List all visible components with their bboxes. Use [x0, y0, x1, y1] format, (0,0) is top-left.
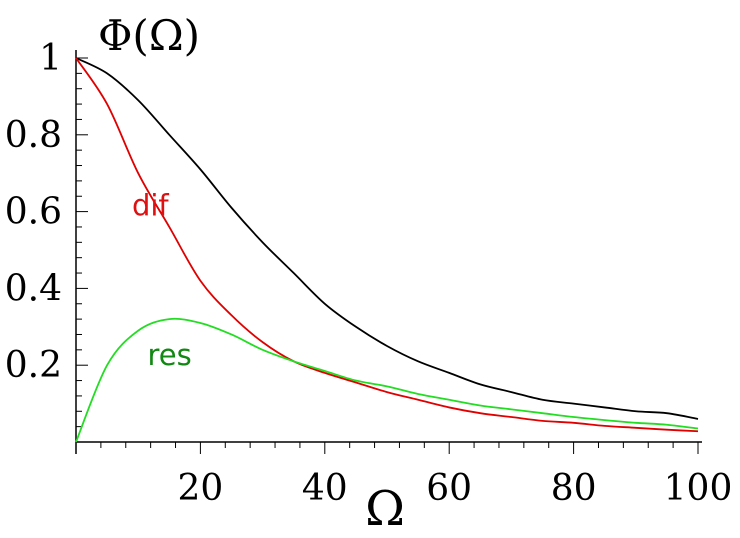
- y-axis-title: Φ(Ω): [98, 11, 200, 60]
- y-tick-label: 0.2: [5, 345, 62, 386]
- series-labels: dif res: [132, 188, 192, 372]
- x-axis-title: Ω: [365, 481, 405, 537]
- series-line-1: [75, 57, 699, 420]
- y-tick-label: 0.4: [5, 268, 62, 309]
- series-line-res: [75, 317, 699, 443]
- x-tick-label: 60: [426, 468, 472, 509]
- y-tick-label: 1: [39, 38, 62, 79]
- axes: [75, 50, 702, 454]
- x-tick-label: 20: [177, 468, 223, 509]
- series-line-dif: [75, 57, 699, 433]
- series-lines: [75, 57, 699, 443]
- x-tick-label: 80: [551, 468, 597, 509]
- series-label-dif: dif: [132, 188, 169, 222]
- x-tick-label: 100: [664, 468, 733, 509]
- ticks: 20 40 60 80 100 0.2 0.4 0.6 0.8 1: [5, 38, 733, 509]
- y-tick-label: 0.8: [5, 115, 62, 156]
- x-tick-label: 40: [302, 468, 348, 509]
- y-tick-label: 0.6: [5, 192, 62, 233]
- series-label-res: res: [148, 338, 192, 372]
